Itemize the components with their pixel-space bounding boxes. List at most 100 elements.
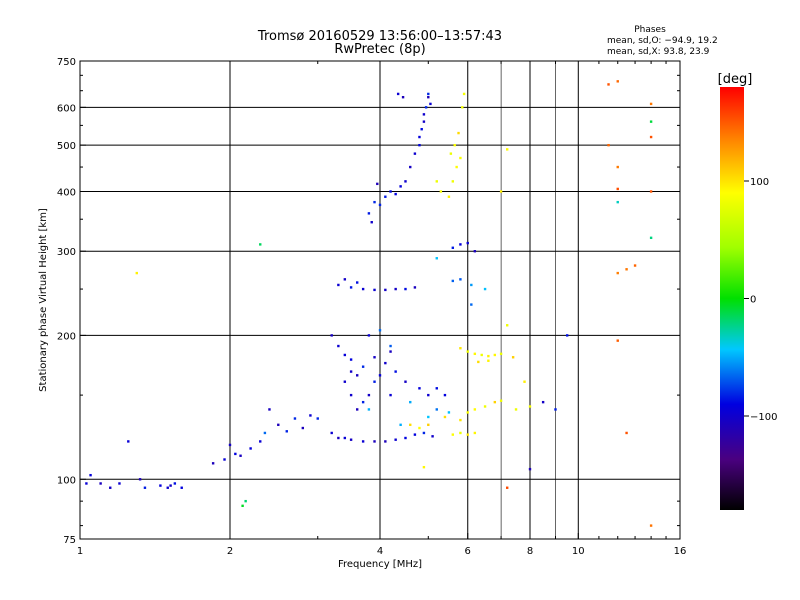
data-point <box>483 405 487 408</box>
data-point <box>505 486 509 489</box>
data-point <box>499 352 503 356</box>
data-point <box>511 356 515 359</box>
data-point <box>343 353 347 357</box>
data-point <box>499 190 503 193</box>
data-point <box>109 486 112 489</box>
data-point <box>422 431 426 435</box>
data-point <box>143 486 147 489</box>
data-point <box>523 380 526 383</box>
data-point <box>361 440 365 443</box>
data-point <box>466 433 469 436</box>
data-point <box>370 221 373 224</box>
stats-header: Phases <box>634 25 666 35</box>
data-point <box>389 190 392 193</box>
data-point <box>473 431 477 435</box>
y-tick-label: 300 <box>57 247 76 258</box>
series-mid <box>263 257 487 435</box>
data-point <box>337 436 340 440</box>
data-point <box>505 148 509 151</box>
data-point <box>625 431 628 435</box>
data-point <box>493 353 497 357</box>
data-point <box>616 339 619 342</box>
data-point <box>453 143 456 147</box>
data-point <box>330 431 333 435</box>
data-point <box>378 329 382 332</box>
data-point <box>367 393 371 397</box>
data-point <box>431 435 434 438</box>
colorbar <box>720 87 744 510</box>
x-tick-label: 1 <box>77 546 83 557</box>
data-point <box>378 374 382 377</box>
data-point <box>263 431 267 435</box>
data-point <box>451 433 455 436</box>
data-point <box>480 353 483 357</box>
data-point <box>404 380 407 383</box>
data-point <box>483 287 487 291</box>
data-point <box>373 356 376 359</box>
colorbar-tick-label: 0 <box>750 295 756 306</box>
series-o <box>85 92 569 489</box>
data-point <box>649 190 653 193</box>
data-point <box>85 482 88 485</box>
colorbar-tick-label: 100 <box>750 177 769 188</box>
data-point <box>309 414 312 417</box>
data-point <box>159 484 162 487</box>
data-point <box>451 279 455 283</box>
series-cyan <box>241 120 653 508</box>
x-tick-label: 16 <box>674 546 687 557</box>
data-point <box>384 440 387 443</box>
data-point <box>166 486 169 489</box>
data-point <box>459 431 462 435</box>
data-point <box>268 408 271 411</box>
data-point <box>293 417 297 420</box>
data-point <box>443 415 447 419</box>
data-point <box>343 436 347 440</box>
y-tick-label: 600 <box>57 103 76 114</box>
data-point <box>355 408 359 411</box>
data-point <box>565 334 569 337</box>
stats-o-line: mean, sd,O: −94.9, 19.2 <box>607 36 718 46</box>
data-point <box>449 152 453 155</box>
colorbar-label: [deg] <box>718 72 753 87</box>
data-point <box>355 374 359 377</box>
data-points <box>85 80 653 527</box>
data-point <box>373 200 376 204</box>
data-point <box>173 482 177 485</box>
data-point <box>427 415 430 419</box>
data-point <box>337 283 340 287</box>
data-point <box>413 152 417 155</box>
data-point <box>418 387 421 390</box>
data-point <box>349 393 353 397</box>
data-point <box>461 106 464 109</box>
data-point <box>223 458 226 461</box>
data-point <box>378 203 382 207</box>
x-axis: 1 2 4 6 8 10 16 <box>77 61 687 557</box>
data-point <box>459 278 462 281</box>
data-point <box>443 393 447 397</box>
data-point <box>462 92 466 96</box>
data-point <box>616 80 619 83</box>
data-point <box>409 423 412 427</box>
data-point <box>616 187 619 191</box>
data-point <box>473 408 477 411</box>
data-point <box>439 190 443 193</box>
data-point <box>435 257 438 260</box>
x-axis-label: Frequency [MHz] <box>338 559 422 570</box>
data-point <box>633 264 637 267</box>
data-point <box>487 354 490 358</box>
data-point <box>404 287 407 291</box>
data-point <box>361 287 365 291</box>
data-point <box>349 286 353 289</box>
data-point <box>138 478 142 481</box>
x-tick-label: 6 <box>465 546 471 557</box>
data-point <box>451 246 455 249</box>
data-point <box>367 408 371 411</box>
data-point <box>499 399 503 402</box>
data-point <box>241 504 244 508</box>
data-point <box>459 418 462 422</box>
data-point <box>466 411 469 414</box>
data-point <box>477 360 480 364</box>
data-point <box>427 393 430 397</box>
y-tick-label: 750 <box>57 57 76 68</box>
data-point <box>422 113 426 116</box>
